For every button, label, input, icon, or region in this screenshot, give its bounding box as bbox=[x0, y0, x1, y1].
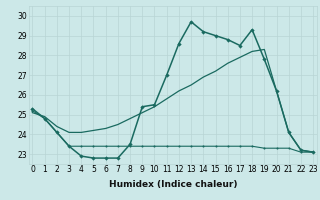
X-axis label: Humidex (Indice chaleur): Humidex (Indice chaleur) bbox=[108, 180, 237, 189]
